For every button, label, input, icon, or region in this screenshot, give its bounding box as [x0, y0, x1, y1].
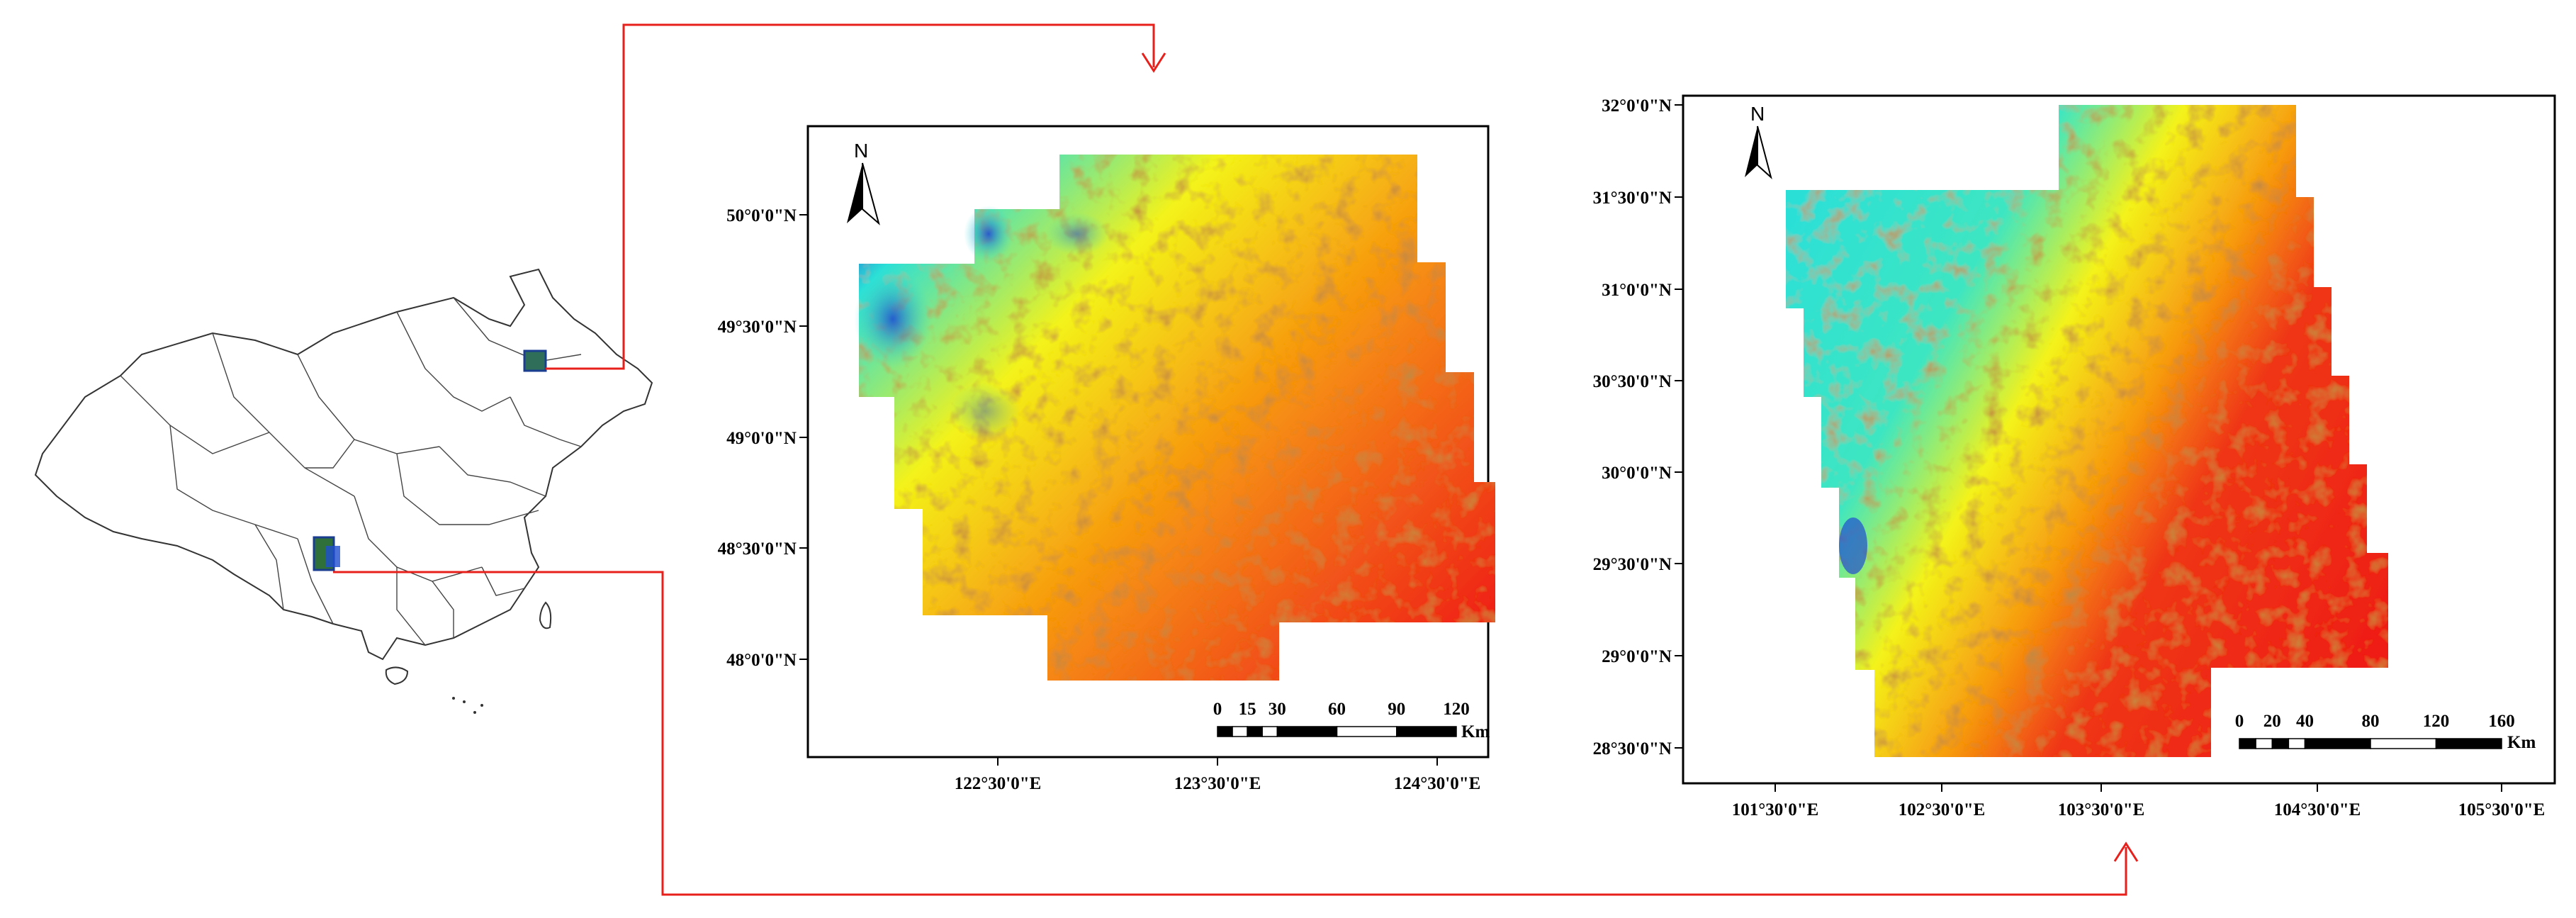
lon-tick-label: 123°30'0"E: [1174, 774, 1261, 793]
lat-tick-label: 49°0'0"N: [726, 429, 797, 448]
north-dem-raster: [859, 155, 1495, 681]
lat-tick-label: 31°0'0"N: [1602, 281, 1672, 300]
south-scale-bar: 0 20 40 80 120 160 Km: [2235, 712, 2536, 752]
north-arrow-north-map: N: [847, 140, 880, 225]
connector-south-head: [2113, 841, 2139, 862]
lat-tick-label: 29°30'0"N: [1593, 555, 1672, 574]
south-lon-ticks: 101°30'0"E 102°30'0"E 103°30'0"E 104°30'0"E…: [1732, 783, 2546, 819]
scale-bar-label: 0: [1213, 700, 1222, 719]
connector-north: [546, 23, 1155, 370]
north-scale-bar: 0 15 30 60 90 120 Km: [1213, 700, 1490, 741]
south-lat-ticks: 32°0'0"N 31°30'0"N 31°0'0"N 30°30'0"N 30°0'0…: [1593, 96, 1683, 759]
scale-bar-segment: [2239, 738, 2256, 749]
north-arrow-south-map: N: [1745, 103, 1772, 179]
scale-bar-label: 90: [1388, 700, 1405, 719]
scale-bar-label: 60: [1328, 700, 1346, 719]
lat-tick-label: 49°30'0"N: [718, 318, 797, 337]
lon-tick-label: 124°30'0"E: [1394, 774, 1481, 793]
lon-tick-label: 102°30'0"E: [1899, 800, 1986, 819]
scale-bar-segment: [2435, 738, 2502, 749]
scale-bar-label: 160: [2488, 712, 2515, 731]
lon-tick-label: 122°30'0"E: [955, 774, 1042, 793]
scale-bar-segment: [1261, 726, 1278, 737]
lat-tick-label: 50°0'0"N: [726, 206, 797, 225]
scale-bar-label: 40: [2296, 712, 2314, 731]
north-lat-ticks: 50°0'0"N 49°30'0"N 49°0'0"N 48°30'0"N 48°0'0…: [718, 206, 808, 670]
scale-bar-segment: [2255, 738, 2273, 749]
scale-bar-label: 20: [2263, 712, 2281, 731]
scale-bar-segment: [1232, 726, 1248, 737]
lat-tick-label: 29°0'0"N: [1602, 647, 1672, 666]
lat-tick-label: 48°0'0"N: [726, 651, 797, 670]
svg-text:N: N: [1750, 103, 1765, 125]
scale-bar-segment: [2288, 738, 2306, 749]
svg-text:N: N: [854, 140, 868, 162]
lat-tick-label: 48°30'0"N: [718, 539, 797, 559]
province-boundaries: [120, 297, 582, 646]
lon-tick-label: 101°30'0"E: [1732, 800, 1819, 819]
lon-tick-label: 103°30'0"E: [2058, 800, 2145, 819]
island-hainan: [385, 666, 409, 685]
scale-bar-segment: [1396, 726, 1457, 737]
scale-bar-segment: [2304, 738, 2371, 749]
north-lon-ticks: 122°30'0"E 123°30'0"E 124°30'0"E: [955, 757, 1481, 793]
study-area-marker-north: [523, 349, 547, 372]
scale-bar-segment: [1336, 726, 1397, 737]
lat-tick-label: 28°30'0"N: [1593, 739, 1672, 759]
island-taiwan: [539, 601, 552, 629]
scale-bar-label: 0: [2235, 712, 2244, 731]
scale-bar-label: 30: [1269, 700, 1286, 719]
lon-tick-label: 105°30'0"E: [2458, 800, 2546, 819]
scale-bar-segment: [1217, 726, 1233, 737]
north-map-panel: N 50°0'0"N 49°30'0"N 49°0'0"N 48°30'0"N 48°0…: [718, 125, 1495, 793]
south-dem-raster: [1786, 105, 2388, 757]
lat-tick-label: 30°30'0"N: [1593, 372, 1672, 391]
scale-bar-segment: [2271, 738, 2290, 749]
overview-map: [34, 268, 653, 714]
lon-tick-label: 104°30'0"E: [2274, 800, 2361, 819]
lat-tick-label: 31°30'0"N: [1593, 189, 1672, 208]
scale-bar-segment: [2370, 738, 2437, 749]
scale-bar-label: 80: [2362, 712, 2380, 731]
country-outline: [34, 268, 653, 661]
south-sea-islands: [452, 697, 483, 714]
scale-bar-label: 120: [1443, 700, 1470, 719]
scale-bar-segment: [1276, 726, 1338, 737]
lat-tick-label: 32°0'0"N: [1602, 96, 1672, 116]
connector-north-head: [1141, 52, 1166, 73]
south-map-panel: N 32°0'0"N 31°30'0"N 31°0'0"N 30°30'0"N 30°0…: [1593, 94, 2556, 819]
scale-bar-label: 120: [2423, 712, 2450, 731]
scale-bar-segment: [1247, 726, 1263, 737]
lat-tick-label: 30°0'0"N: [1602, 464, 1672, 483]
connector-arrows: [333, 23, 2139, 896]
connector-south: [333, 571, 2127, 896]
scale-bar-unit: Km: [1461, 722, 1490, 741]
scale-bar-unit: Km: [2507, 733, 2536, 752]
scale-bar-label: 15: [1239, 700, 1256, 719]
